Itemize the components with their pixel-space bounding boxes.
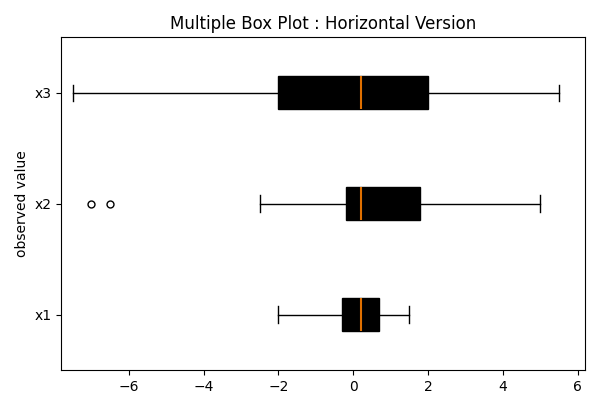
PathPatch shape [278, 76, 428, 110]
PathPatch shape [342, 298, 379, 331]
Title: Multiple Box Plot : Horizontal Version: Multiple Box Plot : Horizontal Version [170, 15, 476, 33]
PathPatch shape [346, 187, 421, 220]
Y-axis label: observed value: observed value [15, 151, 29, 257]
